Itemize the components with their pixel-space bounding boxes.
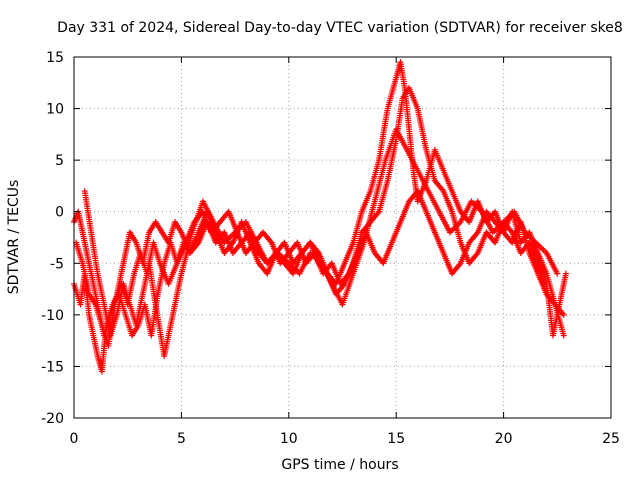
x-tick-label: 10 — [280, 431, 298, 447]
plot-frame — [73, 56, 612, 419]
y-tick-label: 15 — [46, 50, 64, 66]
data-points-layer — [71, 59, 569, 375]
y-tick-label: 10 — [46, 102, 64, 118]
x-tick-label: 0 — [70, 431, 79, 447]
x-tick-label: 15 — [387, 431, 405, 447]
y-tick-label: -20 — [41, 411, 64, 427]
data-point — [560, 311, 567, 318]
y-tick-label: 0 — [55, 205, 64, 221]
x-tick-label: 20 — [495, 431, 513, 447]
data-point — [554, 270, 561, 277]
y-axis-label: SDTVAR / TECUs — [6, 180, 22, 295]
tick-label-layer: 0 5 10 15 20 25 -20 -15 -10 -5 0 5 10 15 — [41, 50, 620, 447]
x-tick-label: 25 — [602, 431, 620, 447]
data-point — [562, 270, 569, 277]
y-tick-label: -15 — [41, 359, 64, 375]
x-tick-label: 5 — [177, 431, 186, 447]
chart-title: Day 331 of 2024, Sidereal Day-to-day VTE… — [57, 20, 623, 36]
y-tick-label: -5 — [50, 256, 64, 272]
y-tick-label: 5 — [55, 153, 64, 169]
x-axis-label: GPS time / hours — [281, 457, 398, 473]
data-point — [560, 332, 567, 339]
y-tick-label: -10 — [41, 308, 64, 324]
